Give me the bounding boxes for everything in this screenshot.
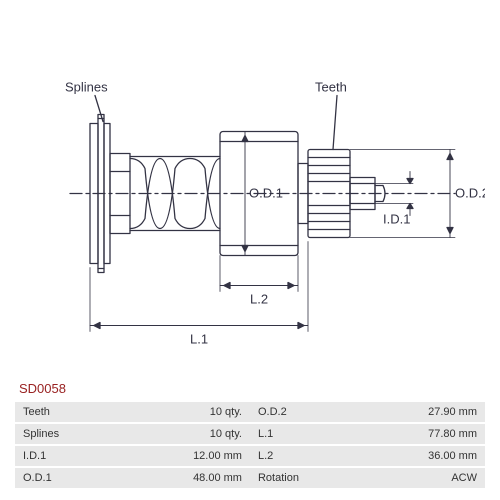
spec-value: 77.80 mm [335, 424, 485, 444]
part-code: SD0058 [19, 381, 485, 396]
spec-value: 12.00 mm [100, 446, 250, 466]
label-splines: Splines [65, 80, 108, 95]
spec-label: Rotation [250, 468, 335, 488]
spec-value: 27.90 mm [335, 402, 485, 422]
technical-diagram: Splines Teeth O.D.1 I.D.1 O.D.2 L.2 L.1 [15, 10, 485, 377]
label-od1: O.D.1 [249, 186, 283, 201]
table-row: O.D.148.00 mmRotationACW [15, 468, 485, 488]
table-row: Splines10 qty.L.177.80 mm [15, 424, 485, 444]
spec-label: O.D.1 [15, 468, 100, 488]
label-od2: O.D.2 [455, 186, 485, 201]
specs-table: Teeth10 qty.O.D.227.90 mmSplines10 qty.L… [15, 400, 485, 490]
spec-value: 36.00 mm [335, 446, 485, 466]
spec-value: 10 qty. [100, 402, 250, 422]
spec-value: 48.00 mm [100, 468, 250, 488]
spec-value: ACW [335, 468, 485, 488]
spec-label: O.D.2 [250, 402, 335, 422]
label-id1: I.D.1 [383, 212, 410, 227]
spec-value: 10 qty. [100, 424, 250, 444]
label-l2: L.2 [250, 292, 268, 307]
table-row: I.D.112.00 mmL.236.00 mm [15, 446, 485, 466]
spec-label: Splines [15, 424, 100, 444]
spec-label: Teeth [15, 402, 100, 422]
spec-label: L.2 [250, 446, 335, 466]
label-l1: L.1 [190, 332, 208, 347]
table-row: Teeth10 qty.O.D.227.90 mm [15, 402, 485, 422]
spec-label: I.D.1 [15, 446, 100, 466]
label-teeth: Teeth [315, 80, 347, 95]
spec-label: L.1 [250, 424, 335, 444]
